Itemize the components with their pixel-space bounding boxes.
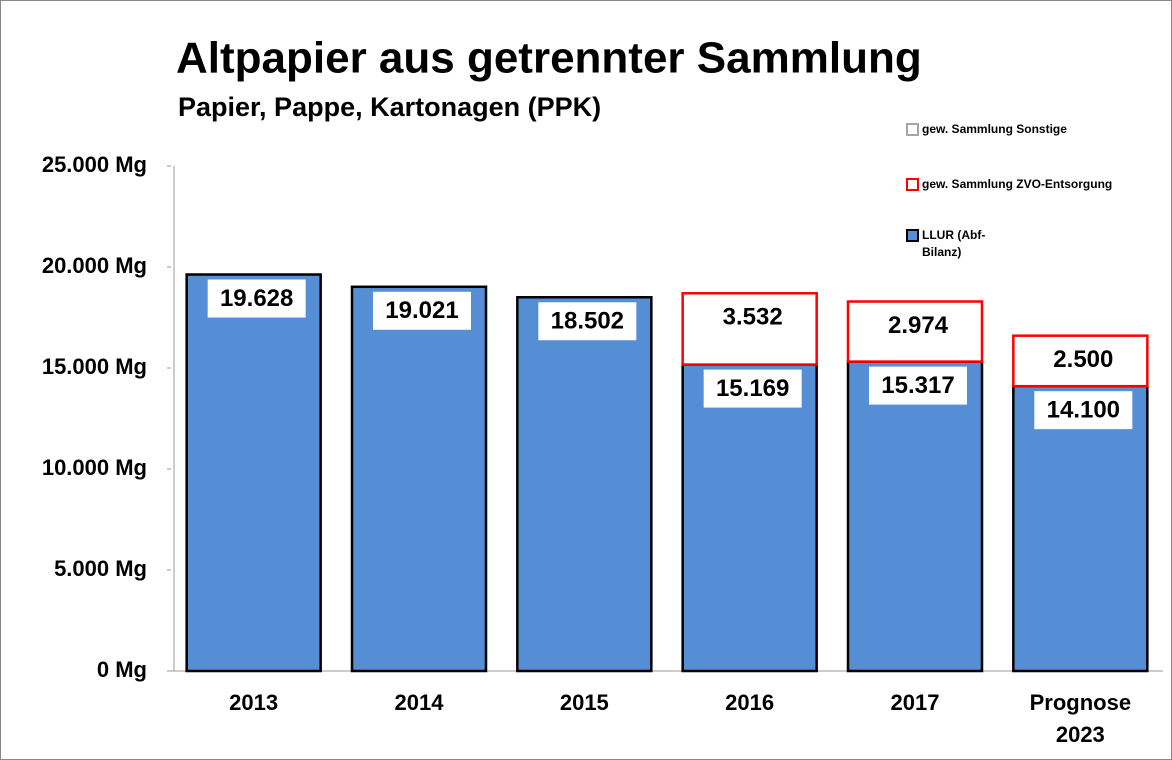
value-label-box [207,279,306,318]
chart-subtitle: Papier, Pappe, Kartonagen (PPK) [178,92,601,122]
value-label: 19.021 [385,297,458,324]
x-tick-label: 2013 [229,690,279,715]
value-label: 15.169 [716,375,789,402]
legend-item: LLUR (Abf-Bilanz) [906,227,1002,261]
value-label-box [703,298,802,337]
chart-title: Altpapier aus getrennter Sammlung [176,34,922,83]
y-tick-label: 10.000 Mg [42,455,147,480]
value-label: 2.974 [888,312,949,339]
value-label-box [538,302,637,341]
x-tick-label: 2014 [394,690,444,715]
y-tick-label: 20.000 Mg [42,253,147,278]
y-tick-label: 0 Mg [97,657,147,682]
legend-item: gew. Sammlung Sonstige [906,121,1172,138]
bar-segment [1012,384,1149,673]
legend-marker [906,123,919,136]
value-label-box [1034,391,1133,430]
bar-segment [185,273,322,673]
value-label-box [373,291,471,330]
y-tick-label: 5.000 Mg [54,556,147,581]
legend-marker [906,229,919,242]
y-tick-label: 15.000 Mg [42,354,147,379]
legend-label: LLUR (Abf-Bilanz) [922,228,986,259]
value-label: 18.502 [551,308,624,335]
legend-item: gew. Sammlung ZVO-Entsorgung [906,176,1172,193]
x-tick-label: 2015 [559,690,609,715]
bar-segment [846,360,984,673]
value-label: 15.317 [881,372,954,399]
x-tick-label: Prognose 2023 [1029,690,1132,747]
value-label: 2.500 [1053,346,1113,373]
value-label: 19.628 [220,285,293,312]
x-tick-label: 2017 [890,690,940,715]
bar-segment [681,363,818,673]
legend-marker [906,178,919,191]
y-tick-label: 25.000 Mg [42,152,147,177]
value-label: 14.100 [1047,397,1120,424]
value-label-box [869,366,967,405]
x-tick-label: 2016 [725,690,775,715]
legend-label: gew. Sammlung Sonstige [922,122,1067,136]
value-label-box [869,306,967,345]
legend-label: gew. Sammlung ZVO-Entsorgung [922,177,1113,191]
bar-segment [516,296,653,673]
value-label: 3.532 [723,304,783,331]
value-label-box [1034,340,1133,379]
value-label-box [703,369,802,408]
bar-segment [350,285,488,673]
